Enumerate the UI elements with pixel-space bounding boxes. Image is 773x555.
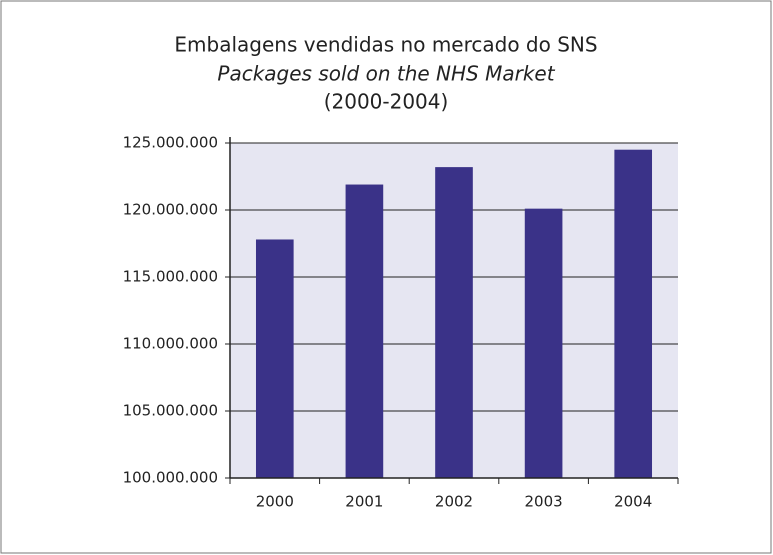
x-tick-label: 2000 <box>256 493 294 511</box>
y-tick-label: 125.000.000 <box>123 134 218 152</box>
x-tick-label: 2001 <box>345 493 383 511</box>
y-tick-label: 120.000.000 <box>123 201 218 219</box>
y-tick-label: 105.000.000 <box>123 402 218 420</box>
x-tick-label: 2003 <box>525 493 563 511</box>
x-tick-label: 2004 <box>614 493 652 511</box>
y-tick-label: 115.000.000 <box>123 268 218 286</box>
bar <box>435 167 473 478</box>
chart-subtitle: Packages sold on the NHS Market <box>217 62 555 86</box>
y-tick-label: 100.000.000 <box>123 469 218 487</box>
bar <box>255 239 294 478</box>
bar <box>614 149 653 478</box>
bar <box>345 184 384 479</box>
chart-title: Embalagens vendidas no mercado do SNS <box>174 33 597 57</box>
y-tick-label: 110.000.000 <box>123 335 218 353</box>
bar <box>524 208 563 478</box>
date-range: (2000-2004) <box>324 90 449 114</box>
x-tick-label: 2002 <box>435 493 473 511</box>
